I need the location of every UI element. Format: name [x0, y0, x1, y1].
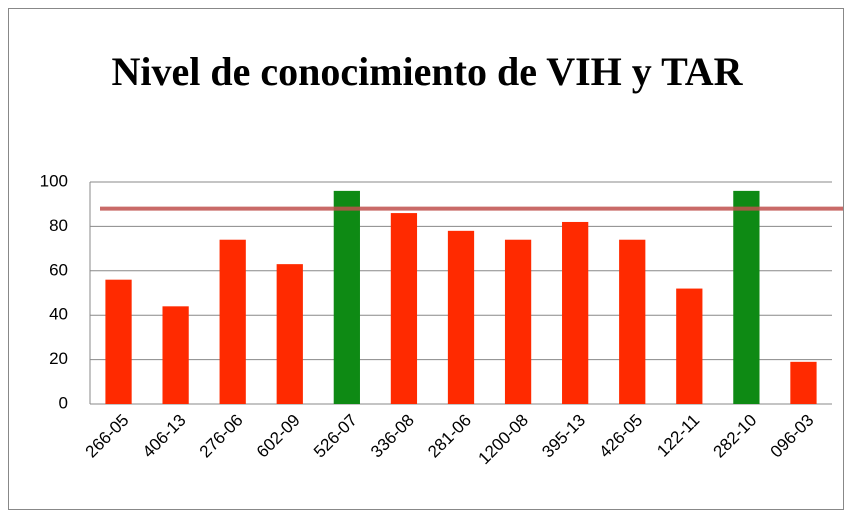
bar [219, 239, 246, 404]
x-tick-label: 602-09 [253, 411, 304, 462]
bar [390, 213, 418, 404]
x-tick-label: 526-07 [310, 411, 361, 462]
bar [504, 239, 532, 404]
bar [276, 264, 303, 404]
x-tick-label: 395-13 [538, 411, 589, 462]
chart-frame [8, 8, 844, 510]
y-tick-label: 40 [49, 305, 68, 324]
bar [162, 306, 189, 404]
bar [105, 279, 132, 404]
bar [333, 190, 360, 404]
x-tick-label: 281-06 [424, 411, 475, 462]
y-tick-label: 0 [59, 393, 68, 412]
x-tick-label: 336-08 [367, 411, 418, 462]
x-tick-label: 276-06 [196, 411, 247, 462]
y-tick-label: 60 [49, 260, 68, 279]
chart-title: Nivel de conocimiento de VIH y TAR [111, 49, 743, 94]
x-tick-label: 406-13 [139, 411, 190, 462]
x-tick-label: 1200-08 [475, 411, 533, 469]
bar [790, 361, 817, 404]
bar [619, 239, 646, 404]
bar [562, 221, 589, 404]
bar [676, 288, 703, 404]
y-tick-label: 20 [49, 349, 68, 368]
bar [447, 230, 475, 404]
y-tick-label: 100 [40, 171, 68, 190]
x-tick-label: 426-05 [595, 411, 646, 462]
x-tick-label: 122-11 [653, 411, 703, 461]
x-tick-label: 096-03 [767, 411, 818, 462]
x-tick-label: 282-10 [710, 411, 761, 462]
y-tick-label: 80 [49, 216, 68, 235]
bar [733, 190, 760, 404]
x-tick-label: 266-05 [82, 411, 133, 462]
